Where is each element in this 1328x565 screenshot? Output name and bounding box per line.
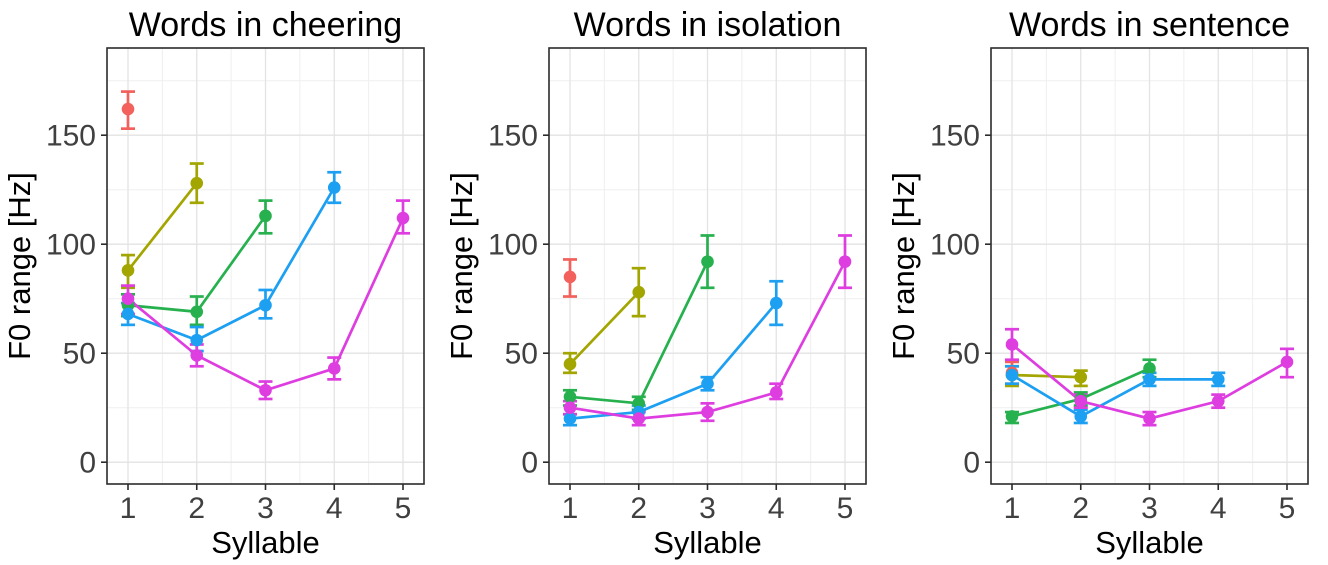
x-tick-label: 5: [837, 492, 854, 525]
data-point-4syl-x2: [1074, 410, 1088, 423]
x-tick-label: 2: [1072, 492, 1089, 525]
data-point-3syl-x3: [701, 255, 714, 268]
data-point-5syl-x2: [1074, 394, 1088, 408]
data-point-3syl-x2: [190, 305, 204, 319]
x-tick-label: 3: [699, 492, 716, 525]
data-point-3syl-x2: [632, 397, 646, 410]
data-point-1syl-x1: [121, 102, 135, 116]
x-axis-title: Syllable: [1095, 525, 1204, 560]
data-point-3syl-x3: [1143, 362, 1156, 375]
x-tick-label: 3: [1141, 492, 1158, 525]
series-line-2syl: [1010, 373, 1083, 379]
words-in-sentence-svg: 0 50 100 150 1 2 3 4 5 Words in sentence Syllable F…: [886, 6, 1309, 560]
series-line-2syl: [126, 181, 199, 272]
data-point-4syl-x3: [1143, 373, 1156, 386]
data-point-5syl-x4: [1211, 394, 1225, 408]
y-tick-label: 150: [930, 120, 980, 153]
y-tick-label: 100: [46, 229, 96, 262]
data-point-4syl-x1: [563, 412, 577, 425]
series-line-2syl: [568, 290, 641, 366]
data-point-3syl-x1: [1005, 410, 1019, 423]
y-axis-title: F0 range [Hz]: [444, 172, 479, 360]
x-tick-label: 5: [395, 492, 412, 525]
panel-title: Words in cheering: [129, 6, 402, 44]
y-axis-title: F0 range [Hz]: [2, 172, 37, 360]
y-tick-label: 150: [488, 120, 538, 153]
data-point-4syl-x3: [701, 377, 714, 391]
data-point-2syl-x2: [632, 285, 646, 299]
point-layer: [121, 102, 410, 397]
axes: 0 50 100 150 1 2 3 4 5: [930, 120, 1295, 525]
data-point-4syl-x3: [259, 298, 272, 312]
panel-words-in-sentence: 0 50 100 150 1 2 3 4 5 Words in sentence Syllable F…: [884, 0, 1326, 565]
data-point-3syl-x1: [563, 390, 577, 404]
gridlines: [107, 48, 424, 484]
x-tick-label: 4: [1210, 492, 1227, 525]
data-point-1syl-x1: [563, 270, 577, 284]
data-point-2syl-x2: [190, 176, 204, 190]
x-tick-label: 4: [326, 492, 343, 525]
series-line-4syl: [1010, 373, 1220, 418]
data-point-4syl-x1: [121, 307, 135, 321]
data-point-5syl-x3: [259, 383, 272, 397]
data-point-2syl-x1: [121, 264, 135, 277]
point-layer: [1005, 338, 1294, 425]
data-point-5syl-x4: [327, 362, 341, 375]
y-tick-label: 0: [521, 447, 538, 480]
data-point-5syl-x5: [1280, 355, 1294, 369]
data-point-5syl-x5: [396, 211, 410, 225]
series-line-4syl: [568, 301, 778, 420]
y-tick-label: 100: [488, 229, 538, 262]
x-tick-label: 4: [768, 492, 785, 525]
x-axis-title: Syllable: [653, 525, 762, 560]
x-tick-label: 5: [1279, 492, 1296, 525]
panel-title: Words in sentence: [1009, 6, 1290, 44]
axes: 0 50 100 150 1 2 3 4 5: [488, 120, 853, 525]
panel-words-in-isolation: 0 50 100 150 1 2 3 4 5 Words in isolation Syllable…: [442, 0, 884, 565]
y-tick-label: 0: [963, 447, 980, 480]
data-point-4syl-x4: [769, 296, 783, 310]
words-in-isolation-svg: 0 50 100 150 1 2 3 4 5 Words in isolation Syllable…: [444, 6, 867, 560]
x-tick-label: 2: [630, 492, 647, 525]
data-point-5syl-x4: [769, 386, 783, 399]
data-point-5syl-x1: [121, 292, 135, 306]
y-tick-label: 100: [930, 229, 980, 262]
data-point-5syl-x3: [1143, 412, 1156, 425]
y-tick-label: 50: [505, 338, 538, 371]
panel-words-in-cheering: 0 50 100 150 1 2 3 4 5 Words in cheering Syllable F…: [0, 0, 442, 565]
panel-title: Words in isolation: [574, 6, 842, 44]
data-point-2syl-x1: [563, 357, 577, 371]
data-point-4syl-x2: [190, 333, 204, 347]
y-tick-label: 50: [63, 338, 96, 371]
y-tick-label: 150: [46, 120, 96, 153]
x-tick-label: 3: [257, 492, 274, 525]
x-axis-title: Syllable: [211, 525, 320, 560]
data-point-4syl-x4: [1211, 373, 1225, 386]
data-point-5syl-x2: [190, 349, 204, 362]
y-axis-title: F0 range [Hz]: [886, 172, 921, 360]
data-point-5syl-x5: [838, 255, 852, 268]
y-tick-label: 50: [947, 338, 980, 371]
data-point-5syl-x1: [1005, 338, 1019, 351]
x-tick-label: 1: [120, 492, 137, 525]
data-point-5syl-x2: [632, 412, 646, 425]
data-point-3syl-x3: [259, 209, 272, 223]
data-point-5syl-x3: [701, 405, 714, 419]
x-tick-label: 2: [188, 492, 205, 525]
data-point-2syl-x2: [1074, 370, 1088, 384]
x-tick-label: 1: [562, 492, 579, 525]
x-tick-label: 1: [1004, 492, 1021, 525]
words-in-cheering-svg: 0 50 100 150 1 2 3 4 5 Words in cheering Syllable F…: [2, 6, 425, 560]
y-tick-label: 0: [79, 447, 96, 480]
data-point-4syl-x4: [327, 181, 341, 194]
data-point-4syl-x1: [1005, 368, 1019, 382]
axes: 0 50 100 150 1 2 3 4 5: [46, 120, 411, 525]
point-layer: [563, 255, 852, 425]
data-point-5syl-x1: [563, 401, 577, 415]
